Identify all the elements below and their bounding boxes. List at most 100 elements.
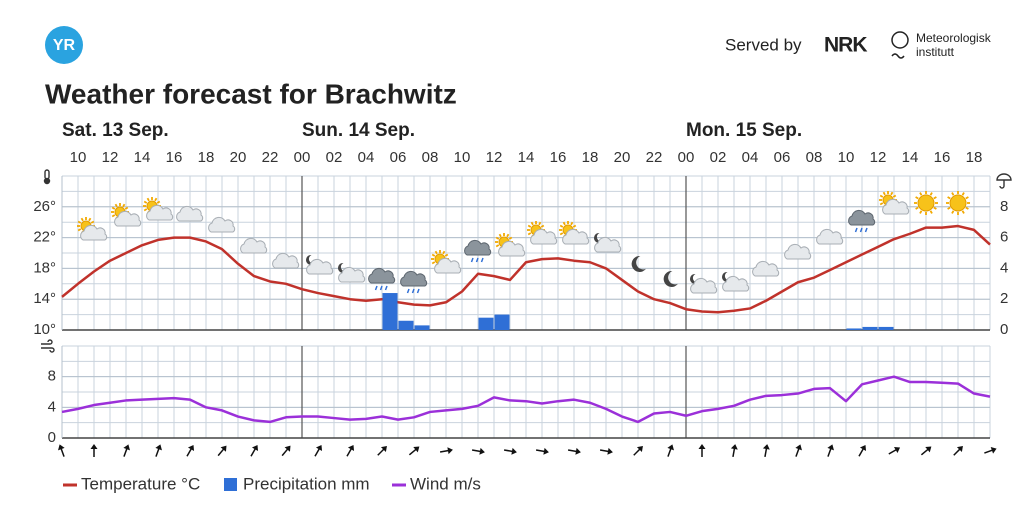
sun-ray	[431, 253, 436, 257]
hour-label: 16	[934, 149, 951, 166]
cloud	[114, 210, 142, 227]
rain-drop	[374, 285, 378, 291]
cloud	[272, 252, 300, 269]
weather-symbol	[946, 191, 970, 215]
y2-tick-label: 2	[1000, 290, 1008, 307]
wind-arrow	[633, 446, 643, 456]
weather-symbol	[527, 221, 558, 245]
wind-arrow	[535, 447, 549, 455]
hour-label: 18	[966, 149, 983, 166]
moon	[594, 232, 603, 243]
sun-ray	[527, 232, 532, 236]
weather-symbol	[431, 250, 462, 274]
hour-label: 14	[518, 149, 535, 166]
day-label: Sun. 14 Sep.	[302, 120, 415, 141]
sun-ray	[154, 197, 158, 202]
precipitation-bar	[398, 320, 414, 330]
wind-arrow-head	[859, 444, 867, 452]
sun-ray	[882, 191, 886, 196]
temperature-line	[61, 224, 991, 314]
wind-line	[61, 375, 991, 424]
wind-arrow	[471, 447, 485, 455]
nrk-logo: NRK	[824, 34, 867, 57]
sun-ray	[124, 206, 129, 210]
page-title: Weather forecast for Brachwitz	[45, 78, 457, 109]
wind-arrow	[667, 444, 674, 457]
sun-ray	[892, 194, 897, 198]
precipitation-bar	[878, 326, 894, 330]
wind-arrow-head	[251, 444, 259, 452]
wind-arrow-head	[543, 447, 549, 455]
cloud	[562, 228, 590, 245]
sun	[949, 194, 967, 212]
wind-arrow	[599, 447, 613, 455]
rain-drop	[416, 288, 420, 294]
rain-drop	[379, 285, 383, 291]
y-tick-label: 26°	[33, 198, 56, 215]
cloud	[530, 228, 558, 245]
hour-label: 10	[70, 149, 87, 166]
hour-label: 22	[262, 149, 279, 166]
yr-logo[interactable]	[45, 26, 83, 64]
rain-drop	[480, 257, 484, 263]
wind-arrow	[795, 444, 802, 457]
wind-arrow-head	[90, 444, 98, 449]
hour-label: 04	[358, 149, 375, 166]
weather-symbol	[594, 232, 622, 253]
y-tick-label: 10°	[33, 321, 56, 338]
sun-ray	[143, 208, 148, 212]
weather-symbol	[77, 217, 108, 241]
sun-ray	[498, 233, 502, 238]
wind-arrow-head	[956, 446, 963, 453]
wind-arrow	[698, 444, 706, 457]
weather-symbol	[752, 260, 780, 277]
hour-label: 00	[678, 149, 695, 166]
wind-arrow-head	[284, 445, 291, 452]
wind-arrow-head	[575, 447, 581, 455]
wind-arrow-head	[347, 444, 355, 452]
sun-ray	[434, 250, 438, 255]
wind-arrow-head	[795, 444, 802, 451]
weather-symbol	[495, 233, 526, 257]
sun-ray	[890, 191, 894, 196]
y2-tick-label: 0	[1000, 321, 1008, 338]
wind-arrow-head	[315, 444, 323, 452]
hour-label: 06	[390, 149, 407, 166]
sun-ray	[570, 221, 574, 226]
legend-swatch	[224, 478, 237, 491]
y-tick-label: 18°	[33, 259, 56, 276]
wind-arrow-head	[893, 446, 901, 454]
hour-label: 18	[582, 149, 599, 166]
wind-arrow	[123, 444, 130, 457]
cloud	[176, 205, 204, 222]
hour-label: 00	[294, 149, 311, 166]
cloud	[368, 267, 396, 284]
hour-label: 16	[550, 149, 567, 166]
hour-label: 14	[134, 149, 151, 166]
wind-arrow-head	[220, 445, 227, 452]
y-tick-label: 22°	[33, 229, 56, 246]
moon	[663, 270, 678, 287]
wind-arrow-head	[413, 446, 420, 453]
weather-symbol	[631, 255, 646, 272]
met-name: institutt	[916, 45, 955, 59]
wind-arrow-head	[730, 444, 738, 450]
sun-ray	[442, 250, 446, 255]
sun-ray	[444, 253, 449, 257]
hour-label: 08	[806, 149, 823, 166]
cloud	[816, 228, 844, 245]
moon	[690, 273, 699, 284]
cloud	[690, 277, 718, 294]
hour-label: 12	[870, 149, 887, 166]
sun-ray	[965, 206, 969, 210]
weather-symbol	[111, 203, 142, 227]
served-by: Served by	[725, 35, 802, 54]
sun-ray	[77, 228, 82, 232]
sun-ray	[879, 194, 884, 198]
wind-arrow-head	[380, 446, 387, 453]
rain-drop	[411, 288, 415, 294]
weather-symbol	[816, 228, 844, 245]
rain-drop	[470, 257, 474, 263]
weather-symbols	[77, 191, 970, 294]
